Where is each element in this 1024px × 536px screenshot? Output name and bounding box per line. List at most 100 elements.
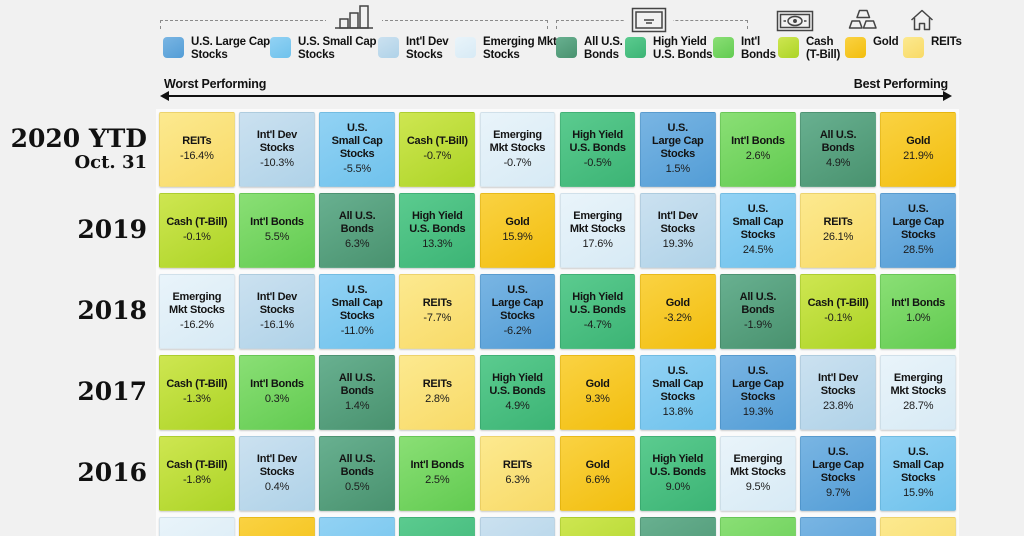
legend-item: U.S. Large Cap Stocks <box>163 36 270 62</box>
return-value: -1.3% <box>182 393 211 406</box>
return-cell <box>159 517 235 536</box>
return-cell: Gold 6.6% <box>559 436 636 511</box>
return-value: -16.1% <box>260 318 294 331</box>
asset-name: Int'l Bonds <box>250 216 304 229</box>
return-value: 6.6% <box>585 474 610 487</box>
row-cells: REITs -16.4% Int'l Dev Stocks -10.3% U.S… <box>159 112 957 187</box>
asset-name: Gold <box>906 135 931 148</box>
return-cell: Emerging Mkt Stocks -16.2% <box>159 274 235 349</box>
return-cell: Int'l Bonds 0.3% <box>239 355 315 430</box>
return-cell: REITs -16.4% <box>159 112 235 187</box>
table-row: 2016 Cash (T-Bill) -1.8% Int'l Dev Stock… <box>0 436 962 511</box>
return-value: 4.9% <box>505 399 530 412</box>
asset-name: U.S. Large Cap Stocks <box>651 122 704 161</box>
return-cell: High Yield U.S. Bonds 4.9% <box>479 355 556 430</box>
return-value: 24.5% <box>742 244 774 257</box>
return-cell: All U.S. Bonds 1.4% <box>319 355 395 430</box>
table-row: 2018 Emerging Mkt Stocks -16.2% Int'l De… <box>0 274 962 349</box>
return-cell: High Yield U.S. Bonds 9.0% <box>639 436 716 511</box>
return-value: -16.2% <box>180 318 214 331</box>
return-value: 17.6% <box>582 237 613 250</box>
return-cell: Int'l Bonds 5.5% <box>239 193 315 268</box>
return-value: 26.1% <box>822 231 854 244</box>
return-value: -0.7% <box>423 150 452 163</box>
return-value: -0.7% <box>503 156 532 169</box>
return-cell: Emerging Mkt Stocks 17.6% <box>559 193 636 268</box>
legend-item: Int'l Bonds <box>713 36 776 62</box>
return-cell: REITs 26.1% <box>800 193 876 268</box>
legend-color-swatch <box>270 37 291 58</box>
return-value: -3.2% <box>663 312 692 325</box>
table-row <box>0 517 962 536</box>
return-value: 2.6% <box>745 150 771 163</box>
asset-name: Cash (T-Bill) <box>166 216 228 229</box>
return-cell: U.S. Small Cap Stocks 13.8% <box>639 355 716 430</box>
return-value: 1.0% <box>906 312 931 325</box>
legend-color-swatch <box>845 37 866 58</box>
return-value: 1.4% <box>345 399 370 412</box>
table-row: 2017 Cash (T-Bill) -1.3% Int'l Bonds 0.3… <box>0 355 962 430</box>
return-cell: Gold 21.9% <box>880 112 957 187</box>
legend-color-swatch <box>778 37 799 58</box>
return-value: -1.9% <box>744 318 772 331</box>
return-cell: Cash (T-Bill) -0.1% <box>800 274 876 349</box>
legend-color-swatch <box>903 37 924 58</box>
return-cell: Emerging Mkt Stocks 28.7% <box>880 355 957 430</box>
asset-name: All U.S. Bonds <box>338 452 376 478</box>
return-value: -16.4% <box>180 150 214 163</box>
return-cell: Cash (T-Bill) -1.8% <box>159 436 235 511</box>
return-value: 13.3% <box>422 237 453 250</box>
legend-item: Gold <box>845 36 899 58</box>
return-value: 5.5% <box>264 231 290 244</box>
asset-name: Cash (T-Bill) <box>166 378 228 391</box>
asset-name: High Yield U.S. Bonds <box>569 290 626 316</box>
return-cell: Cash (T-Bill) -0.1% <box>159 193 235 268</box>
asset-name: Gold <box>505 216 530 229</box>
return-cell: U.S. Large Cap Stocks 28.5% <box>880 193 957 268</box>
asset-name: Int'l Bonds <box>250 378 304 391</box>
return-value: 13.8% <box>662 406 693 419</box>
legend-color-swatch <box>163 37 184 58</box>
return-cell: Int'l Dev Stocks 19.3% <box>639 193 716 268</box>
return-cell <box>239 517 315 536</box>
return-cell: High Yield U.S. Bonds -0.5% <box>559 112 636 187</box>
return-cell: U.S. Large Cap Stocks 1.5% <box>639 112 716 187</box>
asset-name: Int'l Bonds <box>731 135 785 148</box>
legend-item-label: Emerging Mkt Stocks <box>483 36 557 62</box>
table-row: 2019 Cash (T-Bill) -0.1% Int'l Bonds 5.5… <box>0 193 962 268</box>
asset-name: All U.S. Bonds <box>338 209 376 235</box>
bar-chart-icon <box>326 2 382 32</box>
return-value: 21.9% <box>903 150 934 163</box>
return-cell: REITs -7.7% <box>399 274 476 349</box>
return-cell: Int'l Dev Stocks 0.4% <box>239 436 315 511</box>
year-label: 2020 YTD Oct. 31 <box>0 112 159 187</box>
return-value: -0.1% <box>182 231 211 244</box>
year-text: 2019 <box>77 215 147 245</box>
return-cell: Cash (T-Bill) -1.3% <box>159 355 235 430</box>
asset-name: Gold <box>585 459 610 472</box>
return-value: 0.5% <box>345 480 370 493</box>
return-cell: Cash (T-Bill) -0.7% <box>399 112 476 187</box>
return-value: -5.5% <box>343 163 372 176</box>
return-value: 2.8% <box>425 393 450 406</box>
return-cell <box>720 517 796 536</box>
return-cell: REITs 6.3% <box>479 436 556 511</box>
performance-axis-arrow <box>160 91 952 101</box>
asset-name: Int'l Dev Stocks <box>256 290 298 316</box>
year-text: 2018 <box>77 296 147 326</box>
asset-name: Cash (T-Bill) <box>406 135 468 148</box>
asset-name: U.S. Large Cap Stocks <box>892 203 944 242</box>
legend-item: REITs <box>903 36 962 58</box>
return-cell: U.S. Large Cap Stocks 9.7% <box>800 436 876 511</box>
legend-color-swatch <box>378 37 399 58</box>
table-row: 2020 YTD Oct. 31 REITs -16.4% Int'l Dev … <box>0 112 962 187</box>
year-label: 2019 <box>0 193 159 268</box>
asset-name: High Yield U.S. Bonds <box>409 209 466 235</box>
return-value: 19.3% <box>742 406 774 419</box>
row-cells: Emerging Mkt Stocks -16.2% Int'l Dev Sto… <box>159 274 957 349</box>
asset-name: U.S. Large Cap Stocks <box>732 365 784 404</box>
legend-color-swatch <box>625 37 646 58</box>
return-value: 23.8% <box>822 399 854 412</box>
return-value: 15.9% <box>903 487 934 500</box>
